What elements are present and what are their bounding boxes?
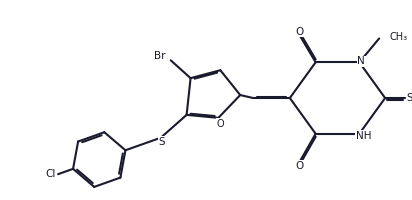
Text: Cl: Cl	[46, 169, 56, 179]
Text: S: S	[407, 93, 412, 103]
Text: O: O	[296, 27, 304, 37]
Text: S: S	[159, 137, 165, 147]
Text: NH: NH	[356, 131, 371, 141]
Text: O: O	[217, 119, 224, 129]
Text: Br: Br	[154, 51, 166, 61]
Text: O: O	[296, 161, 304, 171]
Text: CH₃: CH₃	[389, 32, 407, 42]
Text: N: N	[358, 56, 365, 66]
